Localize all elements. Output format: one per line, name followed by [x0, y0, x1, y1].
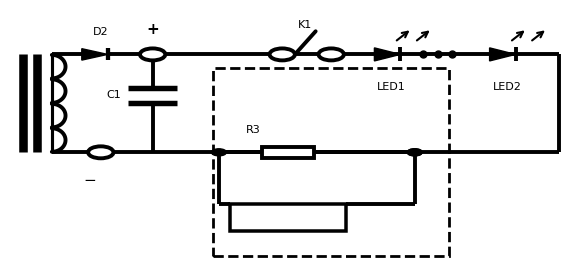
Text: 举效开关电路: 举效开关电路: [272, 213, 304, 222]
Polygon shape: [374, 48, 400, 61]
Text: C1: C1: [106, 90, 121, 100]
Circle shape: [140, 48, 165, 60]
Text: K1: K1: [298, 20, 312, 30]
Circle shape: [407, 149, 422, 156]
Polygon shape: [82, 49, 108, 60]
Circle shape: [211, 149, 226, 156]
Text: LED1: LED1: [377, 82, 406, 92]
Bar: [230, 204, 346, 231]
Bar: [213, 68, 449, 256]
Bar: [262, 147, 314, 158]
Text: R3: R3: [246, 125, 261, 135]
Text: −: −: [83, 173, 96, 188]
Circle shape: [319, 48, 344, 60]
Text: D2: D2: [93, 27, 109, 37]
Circle shape: [407, 149, 422, 156]
Circle shape: [270, 48, 295, 60]
Text: +: +: [146, 22, 159, 37]
Polygon shape: [490, 48, 516, 61]
Circle shape: [88, 146, 113, 158]
Text: LED2: LED2: [492, 82, 521, 92]
